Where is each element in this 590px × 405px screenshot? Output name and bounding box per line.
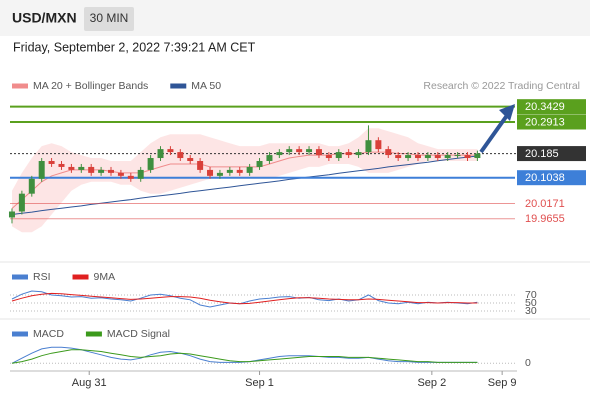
credit: Research © 2022 Trading Central xyxy=(423,80,580,92)
candle-body xyxy=(345,152,352,156)
candle-body xyxy=(405,155,412,159)
series-line xyxy=(11,290,478,308)
candle-body xyxy=(454,155,461,157)
candle-body xyxy=(226,169,233,173)
candle-body xyxy=(246,166,253,173)
candle-body xyxy=(28,178,35,194)
candle-body xyxy=(38,161,45,179)
candle-body xyxy=(216,172,223,176)
legend-swatch xyxy=(85,331,102,337)
level-label: 20.2913 xyxy=(525,116,565,128)
level-box xyxy=(517,146,586,162)
forecast-arrowhead xyxy=(499,104,515,121)
candle-body xyxy=(78,166,85,170)
symbol: USD/MXN xyxy=(12,10,77,26)
legend-label: MACD Signal xyxy=(107,328,170,340)
candle-body xyxy=(236,169,243,173)
legend-swatch xyxy=(12,274,28,280)
level-box xyxy=(517,99,586,115)
candle-body xyxy=(167,149,174,153)
legend-swatch xyxy=(12,83,28,89)
x-tick-label: Aug 31 xyxy=(72,377,107,389)
legend-label: MA 20 + Bollinger Bands xyxy=(33,80,148,92)
y-tick-label: 50 xyxy=(525,297,537,309)
y-tick-label: 70 xyxy=(525,289,537,301)
y-tick-label: 0 xyxy=(525,357,531,369)
candle-body xyxy=(424,155,431,159)
legend-label: MACD xyxy=(33,328,64,340)
candle-body xyxy=(474,153,481,159)
candle-body xyxy=(48,161,55,164)
candle-body xyxy=(8,211,15,218)
candle-body xyxy=(365,140,372,153)
level-label: 20.1038 xyxy=(525,172,565,184)
candle-body xyxy=(315,149,322,156)
candle-body xyxy=(276,152,283,156)
candle-body xyxy=(286,149,293,153)
forecast-arrow xyxy=(479,112,510,154)
candle-body xyxy=(58,163,65,167)
level-label: 19.9655 xyxy=(525,213,565,225)
candle-body xyxy=(98,169,105,173)
candle-body xyxy=(385,149,392,156)
series-line xyxy=(11,292,478,305)
level-label: 20.185 xyxy=(525,148,559,160)
legend-swatch xyxy=(72,274,89,280)
level-label: 20.0171 xyxy=(525,198,565,210)
candle-body xyxy=(157,149,164,159)
candle-body xyxy=(434,155,441,159)
candle-body xyxy=(18,193,25,212)
candle-body xyxy=(88,166,95,173)
timestamp: Friday, September 2, 2022 7:39:21 AM CET xyxy=(13,40,256,54)
candle-body xyxy=(117,172,124,176)
candle-body xyxy=(177,152,184,159)
candle-body xyxy=(256,161,263,167)
level-box xyxy=(517,170,586,186)
interval-button[interactable] xyxy=(84,7,134,31)
interval[interactable]: 30 MIN xyxy=(90,11,129,25)
candle-body xyxy=(147,158,154,170)
series-line xyxy=(11,155,478,215)
x-tick-label: Sep 9 xyxy=(488,377,517,389)
y-tick-label: 30 xyxy=(525,305,537,317)
candle-body xyxy=(375,140,382,150)
candle-body xyxy=(108,169,115,173)
candle-body xyxy=(355,152,362,156)
candle-body xyxy=(464,155,471,159)
candle-body xyxy=(266,155,273,161)
candle-body xyxy=(395,155,402,159)
x-tick-label: Sep 1 xyxy=(245,377,274,389)
level-box xyxy=(517,114,586,130)
legend-label: MA 50 xyxy=(191,80,221,92)
series-line xyxy=(11,349,478,364)
candle-body xyxy=(325,155,332,159)
candle-body xyxy=(306,149,313,153)
candle-body xyxy=(335,152,342,159)
x-tick-label: Sep 2 xyxy=(417,377,446,389)
candle-body xyxy=(127,175,134,179)
candle-body xyxy=(296,149,303,153)
candle-body xyxy=(207,169,214,176)
candle-body xyxy=(197,161,204,170)
candle-body xyxy=(444,155,451,159)
candle-body xyxy=(68,166,75,170)
candle-body xyxy=(414,155,421,159)
legend-label: 9MA xyxy=(94,271,116,283)
candle-body xyxy=(187,158,194,161)
candle-body xyxy=(137,169,144,179)
legend-label: RSI xyxy=(33,271,51,283)
legend-swatch xyxy=(170,83,187,89)
level-label: 20.3429 xyxy=(525,101,565,113)
legend-swatch xyxy=(12,331,28,337)
plots: MA 20 + Bollinger Bands MA 50 20.3429 20.29… xyxy=(8,80,586,389)
